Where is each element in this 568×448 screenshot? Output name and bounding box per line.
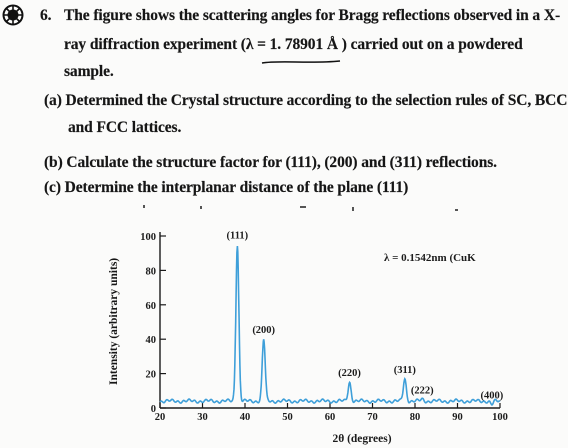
peak-labels: (111) (200) (220) (311) (222) (400): [227, 231, 504, 402]
scan-speck: [143, 205, 145, 208]
peak-label: (311): [394, 365, 417, 376]
scan-speck: [352, 207, 354, 211]
peak-label: (400): [481, 391, 504, 402]
diffraction-pattern-line: [159, 246, 501, 406]
y-tick-label: 0: [151, 404, 156, 415]
y-tick-label: 20: [146, 370, 157, 381]
x-tick-label: 90: [452, 412, 463, 423]
x-tick-label: 50: [282, 412, 293, 423]
x-tick-label: 30: [197, 412, 208, 423]
question-marker-icon: [2, 4, 24, 26]
part-c: (c) Determine the interplanar distance o…: [44, 179, 409, 196]
y-tick-label: 40: [146, 335, 157, 346]
wavelength-annotation: λ = 0.1542nm (CuK: [384, 252, 476, 264]
x-tick-label: 60: [325, 412, 336, 423]
part-a-line-1: (a) Determined the Crystal structure acc…: [44, 92, 568, 109]
handwritten-underline: [261, 60, 341, 64]
scan-speck: [455, 209, 458, 211]
part-a-line-2: and FCC lattices.: [68, 119, 182, 136]
peak-label: (200): [252, 325, 275, 336]
part-b: (b) Calculate the structure factor for (…: [44, 154, 497, 171]
peak-label: (222): [411, 385, 434, 396]
y-tick-label: 60: [146, 301, 157, 312]
question-intro-line-3: sample.: [64, 63, 114, 80]
x-tick-label: 80: [410, 412, 421, 423]
y-tick-label: 100: [140, 232, 156, 243]
x-tick-label: 70: [367, 412, 378, 423]
question-intro-line-1: The figure shows the scattering angles f…: [64, 7, 561, 24]
x-tick-label: 20: [155, 412, 166, 423]
scan-speck: [300, 206, 306, 208]
y-tick-label: 80: [146, 266, 157, 277]
scan-speck: [200, 206, 202, 209]
x-tick-label: 40: [240, 412, 251, 423]
question-intro-line-2: ray diffraction experiment (λ = 1. 78901…: [64, 36, 523, 53]
x-tick-label: 100: [492, 412, 508, 423]
peak-label: (111): [227, 231, 249, 242]
x-axis-label: 2θ (degrees): [332, 433, 391, 445]
question-number: 6.: [40, 7, 52, 24]
peak-label: (220): [338, 368, 361, 379]
